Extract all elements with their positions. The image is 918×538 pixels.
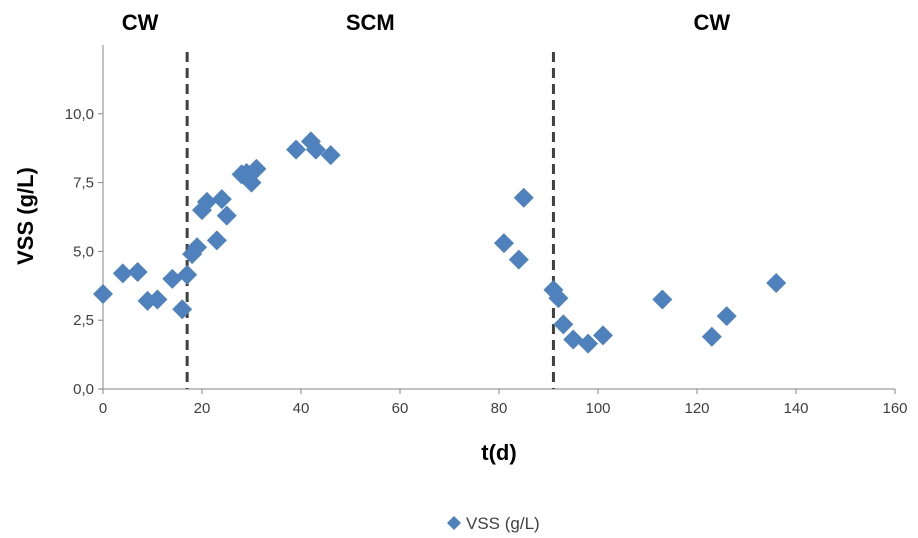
data-point — [246, 158, 267, 179]
y-tick-label: 7,5 — [73, 175, 94, 192]
x-tick-label: 100 — [585, 400, 610, 417]
data-point — [305, 139, 326, 160]
data-point — [162, 268, 183, 289]
data-point — [127, 262, 148, 283]
phase-label-scm: SCM — [346, 10, 395, 35]
data-point — [187, 237, 208, 258]
data-point — [286, 139, 307, 160]
data-point — [172, 299, 193, 320]
data-point — [216, 205, 237, 226]
data-point — [508, 249, 529, 270]
legend-marker-diamond-icon — [447, 516, 461, 530]
phase-divider-lines — [185, 52, 555, 389]
y-axis-title: VSS (g/L) — [13, 167, 38, 265]
data-point — [112, 263, 133, 284]
axes: 0,0 2,5 5,0 7,5 10,0 0 20 40 60 80 100 120 140 160 — [65, 45, 908, 417]
data-point — [147, 289, 168, 310]
data-point — [211, 189, 232, 210]
x-tick-label: 160 — [882, 400, 907, 417]
y-tick-label: 10,0 — [65, 106, 94, 123]
data-point — [578, 333, 599, 354]
data-points — [93, 131, 787, 354]
x-tick-label: 60 — [392, 400, 409, 417]
x-tick-label: 140 — [783, 400, 808, 417]
data-point — [513, 187, 534, 208]
data-point — [206, 230, 227, 251]
data-point — [701, 326, 722, 347]
y-tick-label: 5,0 — [73, 243, 94, 260]
y-tick-label: 2,5 — [73, 312, 94, 329]
data-point — [766, 273, 787, 294]
x-tick-label: 20 — [194, 400, 211, 417]
phase-labels: CW SCM CW — [122, 10, 731, 35]
data-point — [563, 329, 584, 350]
x-tick-label: 120 — [684, 400, 709, 417]
x-tick-label: 80 — [491, 400, 508, 417]
data-point — [592, 325, 613, 346]
y-tick-label: 0,0 — [73, 381, 94, 398]
data-point — [716, 306, 737, 327]
data-point — [196, 191, 217, 212]
x-axis-title: t(d) — [481, 440, 516, 465]
data-point — [93, 284, 113, 305]
phase-label-cw-2: CW — [694, 10, 731, 35]
phase-label-cw-1: CW — [122, 10, 159, 35]
x-tick-label: 40 — [293, 400, 310, 417]
data-point — [493, 233, 514, 254]
x-tick-label: 0 — [99, 400, 107, 417]
data-point — [320, 145, 341, 166]
legend: VSS (g/L) — [447, 514, 540, 533]
data-point — [652, 289, 673, 310]
data-point — [553, 314, 574, 335]
legend-label: VSS (g/L) — [466, 514, 540, 533]
data-point — [548, 288, 569, 309]
data-point — [177, 264, 198, 285]
